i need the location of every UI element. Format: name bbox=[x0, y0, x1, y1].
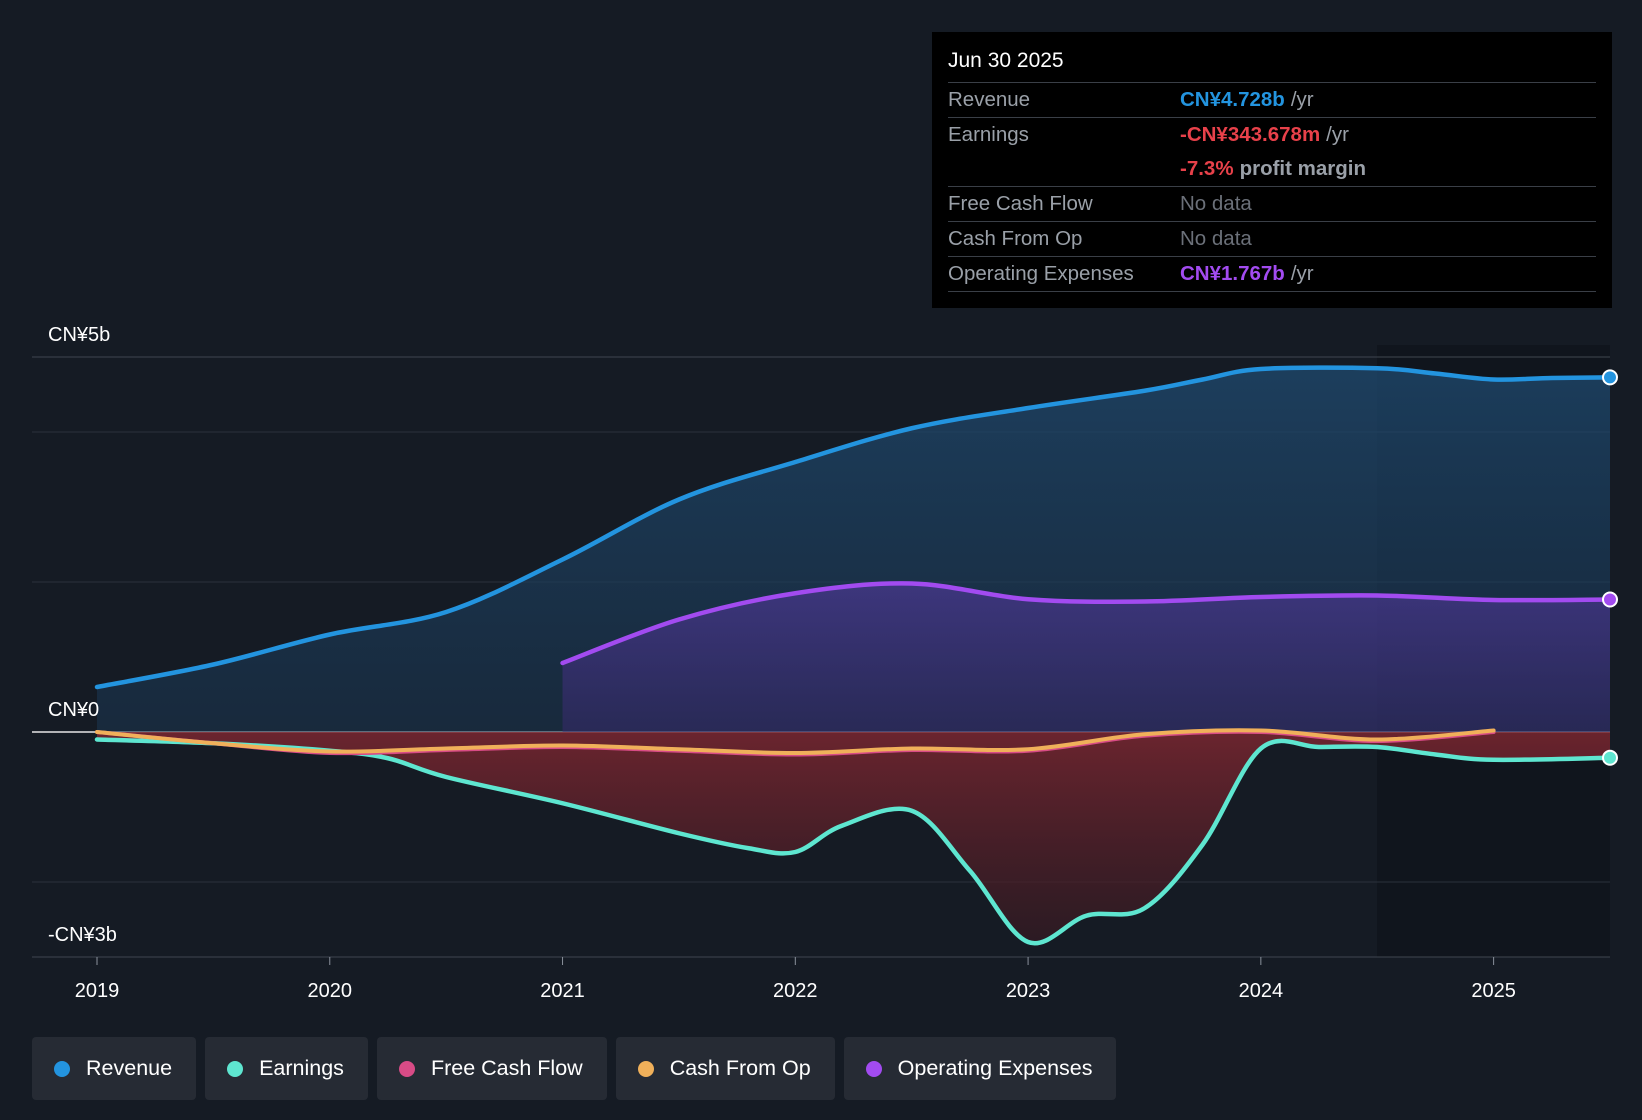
series-line bbox=[94, 365, 1613, 690]
series-line bbox=[560, 581, 1613, 666]
end-markers bbox=[1602, 369, 1618, 766]
series-lines bbox=[94, 365, 1613, 946]
tooltip-margin-label: profit margin bbox=[1239, 157, 1366, 180]
tooltip-row-margin: -7.3% profit margin bbox=[948, 152, 1596, 187]
tooltip-value: CN¥1.767b bbox=[1180, 262, 1285, 285]
legend-label: Cash From Op bbox=[669, 1056, 811, 1080]
tooltip-unit: /yr bbox=[1290, 88, 1314, 111]
legend-label: Earnings bbox=[259, 1056, 344, 1080]
area-fills bbox=[97, 367, 1610, 944]
series-line bbox=[95, 728, 1496, 756]
tooltip-row-cfo: Cash From Op No data bbox=[948, 222, 1596, 257]
tooltip-label: Earnings bbox=[948, 123, 1029, 146]
series-line bbox=[94, 737, 1613, 946]
tooltip-row-opex: Operating Expenses CN¥1.767b/yr bbox=[948, 257, 1596, 292]
area-fill bbox=[562, 583, 1610, 732]
tooltip-value: -CN¥343.678m bbox=[1180, 123, 1321, 146]
legend-item-revenue[interactable]: Revenue bbox=[32, 1037, 197, 1100]
x-tick-label: 2024 bbox=[1239, 980, 1284, 1002]
legend-item-operating-expenses[interactable]: Operating Expenses bbox=[843, 1037, 1117, 1100]
tooltip-row-revenue: Revenue CN¥4.728b/yr bbox=[948, 83, 1596, 118]
tooltip-label: Cash From Op bbox=[948, 227, 1083, 250]
tooltip-unit: /yr bbox=[1326, 123, 1349, 146]
revenue-dot-icon bbox=[54, 1060, 70, 1077]
tooltip-margin-value: -7.3% bbox=[1180, 157, 1234, 180]
y-tick-label: -CN¥3b bbox=[48, 924, 117, 946]
tooltip-label: Operating Expenses bbox=[948, 262, 1134, 285]
tooltip-date: Jun 30 2025 bbox=[948, 46, 1596, 83]
x-tick-label: 2021 bbox=[540, 980, 585, 1002]
area-fill bbox=[97, 732, 1610, 944]
tooltip-unit: /yr bbox=[1290, 262, 1314, 285]
legend-label: Revenue bbox=[86, 1056, 173, 1080]
y-tick-label: CN¥5b bbox=[48, 324, 110, 346]
legend: Revenue Earnings Free Cash Flow Cash Fro… bbox=[32, 1037, 1125, 1100]
free-cash-flow-dot-icon bbox=[398, 1060, 415, 1077]
cash-from-op-dot-icon bbox=[637, 1060, 654, 1077]
end-marker bbox=[1602, 749, 1618, 766]
tooltip-label: Free Cash Flow bbox=[948, 192, 1093, 215]
tooltip-value: CN¥4.728b bbox=[1180, 88, 1285, 111]
tooltip-label: Revenue bbox=[948, 88, 1031, 111]
operating-expenses-dot-icon bbox=[865, 1060, 882, 1077]
y-tick-label: CN¥0 bbox=[48, 699, 99, 721]
legend-item-cash-from-op[interactable]: Cash From Op bbox=[615, 1037, 835, 1100]
x-tick-label: 2022 bbox=[773, 980, 818, 1002]
x-tick-label: 2020 bbox=[308, 980, 353, 1002]
legend-item-earnings[interactable]: Earnings bbox=[205, 1037, 368, 1100]
x-tick-label: 2019 bbox=[75, 980, 120, 1002]
legend-item-free-cash-flow[interactable]: Free Cash Flow bbox=[376, 1037, 607, 1100]
y-axis: CN¥5b CN¥0 -CN¥3b bbox=[48, 324, 117, 946]
tooltip-row-fcf: Free Cash Flow No data bbox=[948, 187, 1596, 222]
legend-label: Operating Expenses bbox=[897, 1056, 1093, 1080]
x-tick-label: 2023 bbox=[1006, 980, 1051, 1002]
tooltip-value: No data bbox=[1180, 192, 1252, 215]
earnings-dot-icon bbox=[227, 1060, 244, 1077]
tooltip-value: No data bbox=[1180, 227, 1252, 250]
x-axis: 2019 2020 2021 2022 2023 2024 2025 bbox=[75, 957, 1516, 1002]
legend-label: Free Cash Flow bbox=[430, 1056, 583, 1080]
tooltip-row-earnings: Earnings -CN¥343.678m/yr bbox=[948, 118, 1596, 152]
end-marker bbox=[1602, 591, 1618, 608]
x-tick-label: 2025 bbox=[1471, 980, 1516, 1002]
tooltip: Jun 30 2025 Revenue CN¥4.728b/yr Earning… bbox=[932, 32, 1612, 308]
end-marker bbox=[1602, 369, 1618, 386]
